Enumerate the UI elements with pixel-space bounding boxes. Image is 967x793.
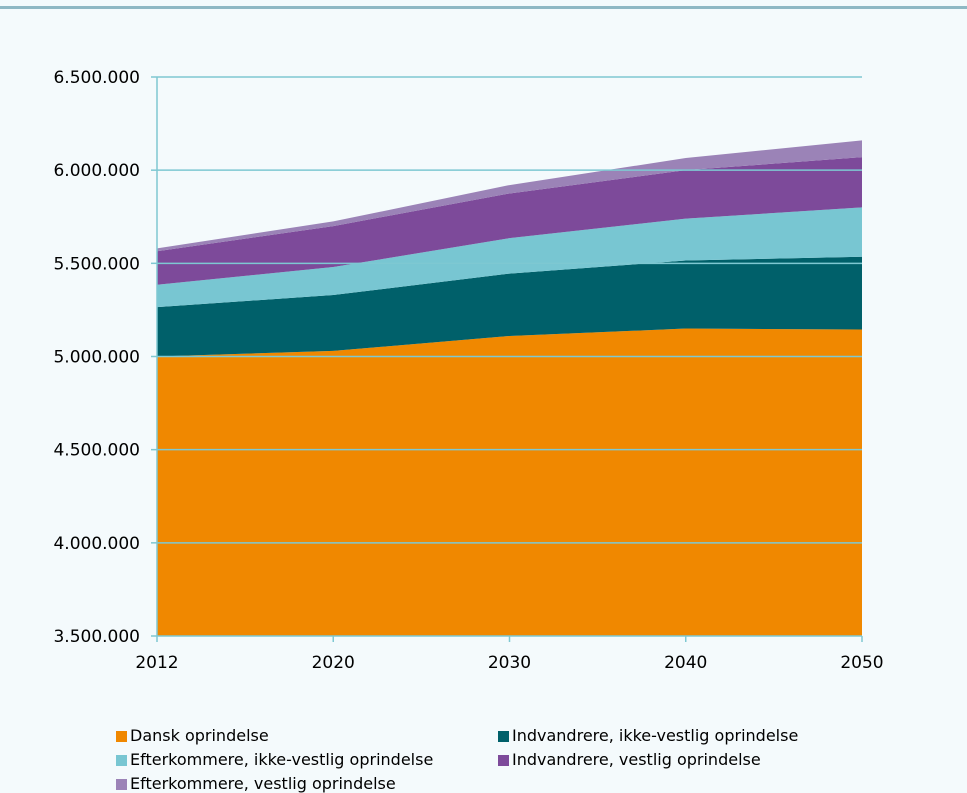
legend-label: Efterkommere, vestlig oprindelse — [130, 774, 396, 793]
legend-label: Indvandrere, vestlig oprindelse — [512, 750, 761, 769]
area-series-0 — [157, 328, 862, 636]
gridlines — [157, 76, 862, 544]
area-series-group — [157, 140, 862, 636]
x-tick-label: 2050 — [840, 653, 883, 673]
legend-swatch — [498, 754, 509, 766]
y-tick-label: 5.000.000 — [53, 348, 140, 368]
top-border-line — [0, 6, 967, 9]
legend-label: Efterkommere, ikke-vestlig oprindelse — [130, 750, 434, 769]
area-series-3 — [157, 157, 862, 285]
y-tick-label: 5.500.000 — [53, 254, 140, 274]
x-tick-label: 2020 — [312, 653, 355, 673]
y-axis-ticks: 3.500.000 4.000.000 4.500.000 5.000.000 5.50… — [53, 68, 157, 647]
legend-swatch — [498, 730, 509, 742]
y-tick-label: 4.000.000 — [53, 534, 140, 554]
area-series-4 — [157, 140, 862, 252]
stacked-area-chart: 3.500.000 4.000.000 4.500.000 5.000.000 5.50… — [53, 68, 884, 673]
y-tick-label: 4.500.000 — [53, 441, 140, 461]
legend-item-3: Indvandrere, vestlig oprindelse — [498, 748, 761, 772]
y-tick-label: 3.500.000 — [53, 627, 140, 647]
area-series-2 — [157, 207, 862, 308]
legend-swatch — [116, 730, 127, 742]
area-series-1 — [157, 256, 862, 357]
legend-item-0: Dansk oprindelse — [116, 724, 269, 748]
y-tick-label: 6.500.000 — [53, 68, 140, 88]
legend-swatch — [116, 778, 127, 790]
legend-item-1: Indvandrere, ikke-vestlig oprindelse — [498, 724, 798, 748]
legend-item-2: Efterkommere, ikke-vestlig oprindelse — [116, 748, 433, 772]
y-tick-label: 6.000.000 — [53, 161, 140, 181]
x-tick-label: 2030 — [488, 653, 531, 673]
x-axis-ticks: 2012 2020 2030 2040 2050 — [135, 636, 884, 673]
legend-label: Indvandrere, ikke-vestlig oprindelse — [512, 726, 799, 745]
legend-item-4: Efterkommere, vestlig oprindelse — [116, 772, 396, 793]
x-tick-label: 2012 — [135, 653, 178, 673]
x-tick-label: 2040 — [664, 653, 707, 673]
legend-label: Dansk oprindelse — [130, 726, 269, 745]
legend-swatch — [116, 754, 127, 766]
